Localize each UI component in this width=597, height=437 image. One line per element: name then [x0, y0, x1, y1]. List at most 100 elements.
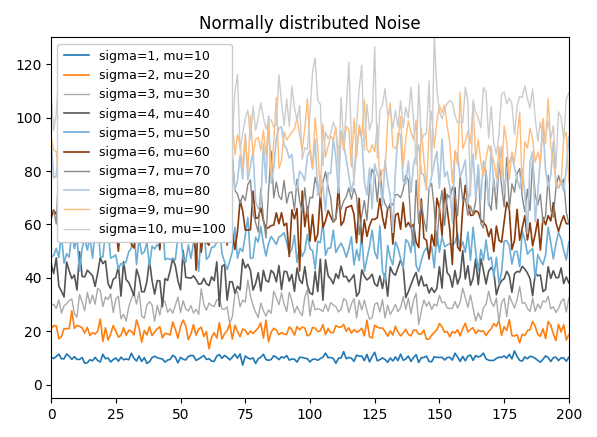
sigma=7, mu=70 — [267, 149, 275, 154]
Line: sigma=7, mu=70: sigma=7, mu=70 — [51, 149, 569, 246]
sigma=6, mu=60 — [236, 198, 244, 203]
sigma=10, mu=100 — [50, 128, 57, 133]
Line: sigma=4, mu=40: sigma=4, mu=40 — [51, 250, 569, 307]
sigma=1, mu=10 — [94, 358, 101, 363]
sigma=5, mu=50 — [565, 239, 573, 245]
sigma=4, mu=40 — [565, 280, 573, 285]
sigma=7, mu=70 — [48, 208, 55, 214]
Line: sigma=5, mu=50: sigma=5, mu=50 — [51, 218, 569, 284]
sigma=6, mu=60 — [296, 268, 303, 274]
sigma=3, mu=30 — [415, 322, 422, 327]
sigma=6, mu=60 — [330, 219, 337, 225]
sigma=8, mu=80 — [167, 113, 174, 118]
sigma=9, mu=90 — [415, 207, 422, 212]
sigma=2, mu=20 — [333, 323, 340, 328]
sigma=9, mu=90 — [565, 180, 573, 185]
sigma=2, mu=20 — [527, 327, 534, 332]
sigma=6, mu=60 — [94, 187, 101, 193]
sigma=5, mu=50 — [330, 228, 337, 233]
sigma=3, mu=30 — [267, 311, 275, 316]
sigma=5, mu=50 — [244, 215, 251, 220]
sigma=7, mu=70 — [50, 208, 57, 213]
sigma=9, mu=90 — [66, 65, 73, 70]
sigma=3, mu=30 — [50, 302, 57, 307]
sigma=10, mu=100 — [527, 105, 534, 111]
sigma=2, mu=20 — [50, 323, 57, 328]
sigma=10, mu=100 — [48, 91, 55, 96]
sigma=2, mu=20 — [68, 308, 75, 313]
sigma=6, mu=60 — [265, 225, 272, 230]
sigma=9, mu=90 — [48, 134, 55, 139]
sigma=6, mu=60 — [565, 221, 573, 226]
sigma=10, mu=100 — [236, 148, 244, 153]
sigma=5, mu=50 — [267, 234, 275, 239]
sigma=8, mu=80 — [239, 177, 246, 182]
sigma=5, mu=50 — [48, 254, 55, 260]
sigma=8, mu=80 — [94, 211, 101, 216]
sigma=9, mu=90 — [267, 174, 275, 179]
sigma=5, mu=50 — [496, 281, 503, 286]
sigma=6, mu=60 — [527, 220, 534, 225]
sigma=3, mu=30 — [236, 304, 244, 309]
sigma=5, mu=50 — [50, 253, 57, 258]
sigma=2, mu=20 — [48, 326, 55, 331]
sigma=1, mu=10 — [511, 348, 518, 354]
sigma=9, mu=90 — [97, 111, 104, 116]
Line: sigma=3, mu=30: sigma=3, mu=30 — [51, 280, 569, 325]
sigma=4, mu=40 — [94, 271, 101, 276]
sigma=1, mu=10 — [50, 356, 57, 361]
Legend: sigma=1, mu=10, sigma=2, mu=20, sigma=3, mu=30, sigma=4, mu=40, sigma=5, mu=50, : sigma=1, mu=10, sigma=2, mu=20, sigma=3,… — [57, 44, 232, 243]
sigma=3, mu=30 — [244, 277, 251, 283]
sigma=6, mu=60 — [48, 215, 55, 221]
sigma=5, mu=50 — [236, 246, 244, 251]
sigma=7, mu=70 — [94, 198, 101, 204]
sigma=1, mu=10 — [527, 354, 534, 359]
sigma=7, mu=70 — [433, 243, 441, 249]
sigma=1, mu=10 — [48, 354, 55, 360]
Line: sigma=6, mu=60: sigma=6, mu=60 — [51, 185, 569, 271]
sigma=8, mu=80 — [330, 136, 337, 141]
Line: sigma=10, mu=100: sigma=10, mu=100 — [51, 34, 569, 196]
sigma=7, mu=70 — [527, 208, 534, 213]
sigma=4, mu=40 — [527, 276, 534, 281]
sigma=8, mu=80 — [267, 180, 275, 186]
sigma=2, mu=20 — [97, 316, 104, 322]
Line: sigma=8, mu=80: sigma=8, mu=80 — [51, 115, 569, 233]
sigma=7, mu=70 — [118, 147, 125, 152]
sigma=4, mu=40 — [50, 271, 57, 276]
sigma=2, mu=20 — [205, 346, 213, 351]
sigma=10, mu=100 — [430, 31, 438, 36]
sigma=9, mu=90 — [527, 125, 534, 131]
sigma=9, mu=90 — [330, 137, 337, 142]
sigma=4, mu=40 — [330, 281, 337, 286]
sigma=1, mu=10 — [330, 356, 337, 361]
sigma=10, mu=100 — [94, 77, 101, 83]
sigma=7, mu=70 — [330, 220, 337, 225]
sigma=7, mu=70 — [565, 222, 573, 227]
sigma=8, mu=80 — [565, 134, 573, 139]
Line: sigma=9, mu=90: sigma=9, mu=90 — [51, 67, 569, 209]
sigma=3, mu=30 — [330, 302, 337, 308]
sigma=10, mu=100 — [327, 132, 334, 137]
sigma=6, mu=60 — [461, 183, 469, 188]
sigma=8, mu=80 — [50, 175, 57, 180]
sigma=3, mu=30 — [565, 295, 573, 300]
sigma=4, mu=40 — [159, 304, 166, 309]
sigma=5, mu=50 — [527, 248, 534, 253]
sigma=9, mu=90 — [239, 163, 246, 169]
sigma=2, mu=20 — [270, 326, 278, 331]
sigma=10, mu=100 — [467, 194, 474, 199]
sigma=4, mu=40 — [441, 247, 448, 253]
sigma=3, mu=30 — [48, 302, 55, 307]
sigma=10, mu=100 — [265, 118, 272, 123]
sigma=7, mu=70 — [239, 193, 246, 198]
sigma=1, mu=10 — [267, 357, 275, 362]
sigma=9, mu=90 — [50, 148, 57, 153]
sigma=1, mu=10 — [236, 351, 244, 357]
sigma=10, mu=100 — [565, 90, 573, 95]
sigma=3, mu=30 — [94, 285, 101, 291]
Line: sigma=1, mu=10: sigma=1, mu=10 — [51, 351, 569, 365]
sigma=4, mu=40 — [48, 261, 55, 266]
sigma=6, mu=60 — [50, 208, 57, 213]
sigma=3, mu=30 — [527, 309, 534, 314]
